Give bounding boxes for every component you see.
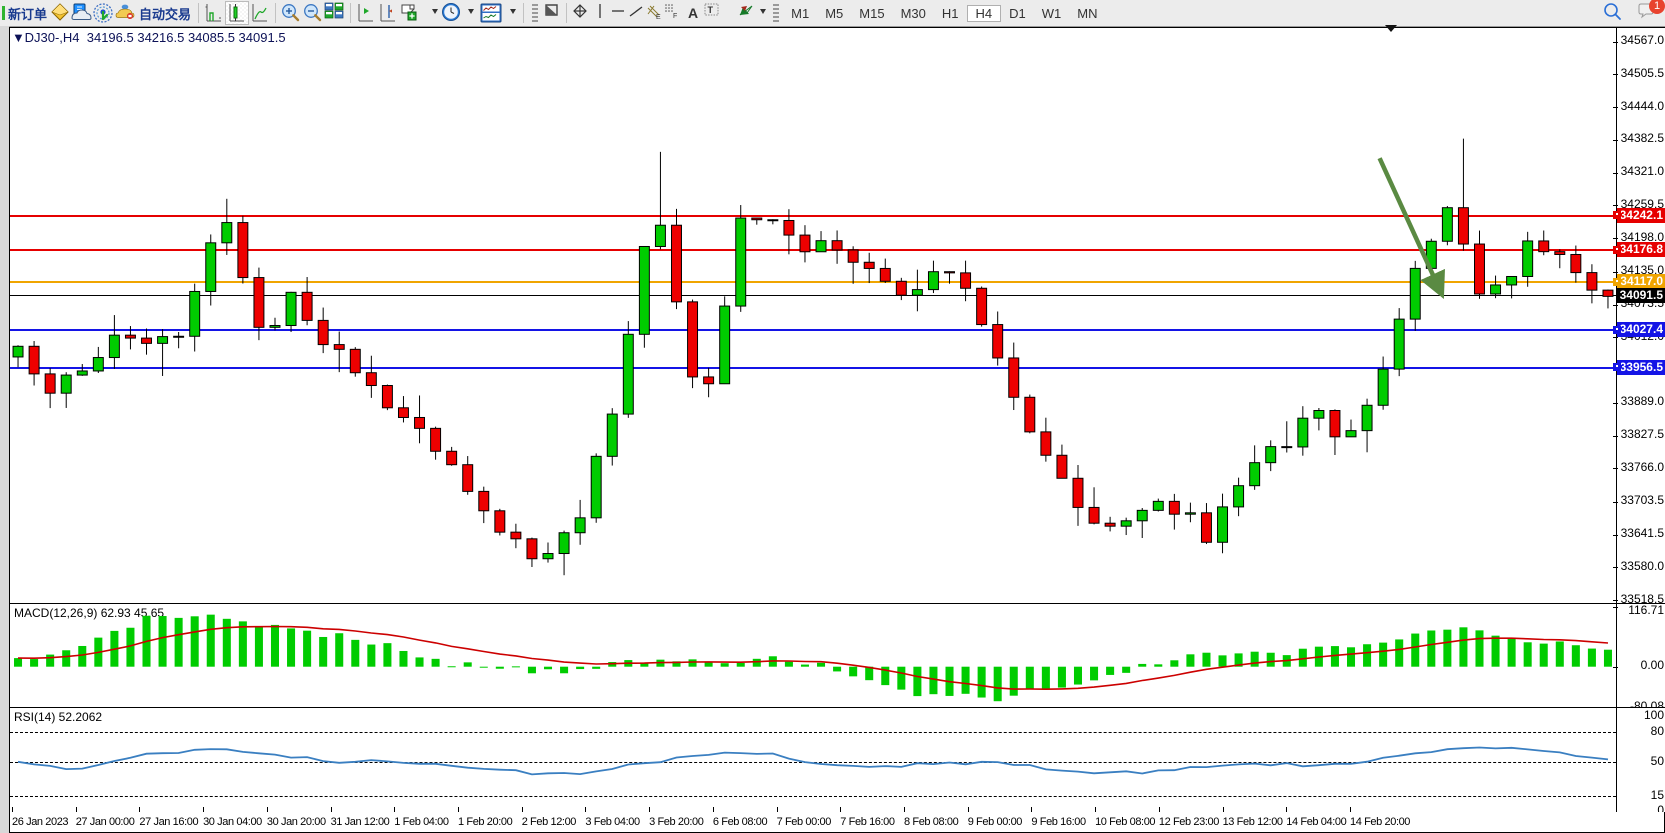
svg-text:F: F [673,13,677,20]
svg-text:E: E [656,14,661,21]
svg-text:T: T [708,5,714,15]
